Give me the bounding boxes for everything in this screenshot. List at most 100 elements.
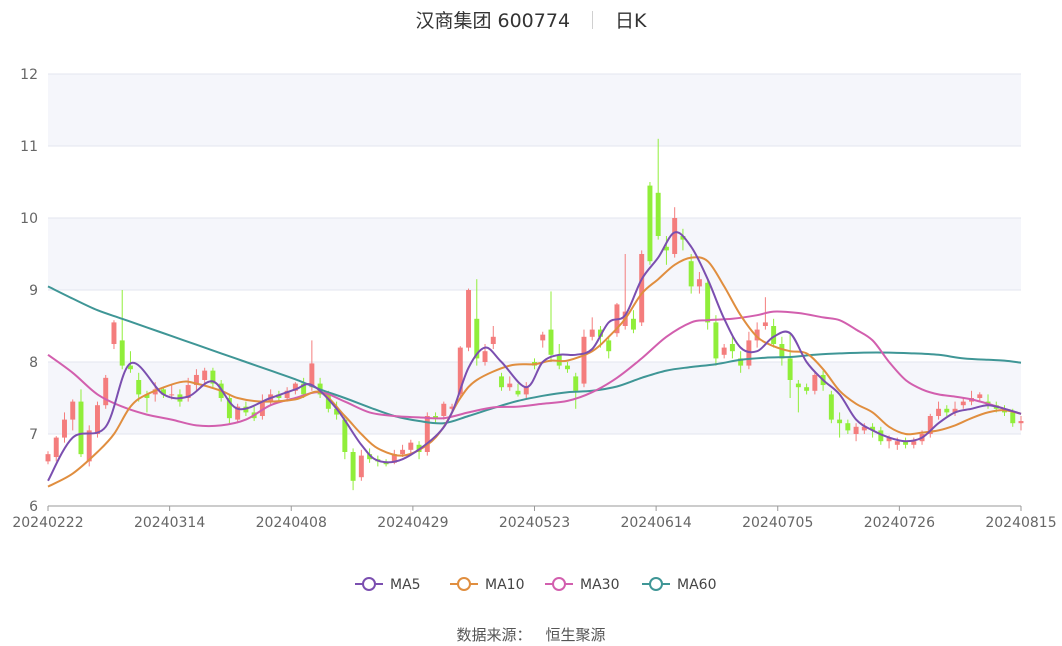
candle-body (960, 401, 966, 406)
candle-body (878, 430, 884, 442)
candle-body (540, 334, 546, 341)
candle-body (655, 192, 661, 236)
candle-body (903, 441, 909, 445)
grid-band (48, 218, 1021, 290)
candle-body (400, 449, 406, 455)
candle-body (119, 340, 125, 366)
legend-item-ma30[interactable]: MA30 (545, 577, 619, 593)
candle-body (235, 406, 241, 420)
candle-body (606, 340, 612, 352)
candle (853, 423, 859, 442)
candle (944, 405, 950, 416)
candle (53, 436, 59, 462)
candle (515, 383, 521, 397)
candle (292, 382, 298, 395)
candle-body (639, 254, 645, 323)
candle (466, 288, 472, 352)
candle-body (95, 405, 100, 434)
source-provider: 恒生聚源 (545, 626, 606, 644)
candle (408, 439, 414, 455)
candle (111, 320, 117, 350)
legend-item-ma10[interactable]: MA10 (450, 577, 524, 593)
legend-item-ma5[interactable]: MA5 (355, 577, 421, 593)
candle (936, 401, 942, 420)
x-tick-label: 20240222 (12, 515, 83, 531)
ma60-line (47, 285, 1022, 425)
candle-body (507, 383, 513, 388)
y-tick-label: 11 (20, 139, 38, 155)
candle-body (771, 326, 777, 344)
candle-body (325, 394, 331, 409)
candle (581, 329, 587, 388)
legend-marker-icon (362, 577, 376, 591)
candle-body (837, 419, 843, 424)
candle (565, 362, 570, 373)
candle (589, 317, 595, 341)
candle-body (1010, 412, 1016, 424)
candle (787, 333, 793, 398)
candle (911, 437, 917, 449)
candle (779, 336, 785, 366)
candle-body (284, 390, 290, 398)
candle-body (53, 437, 59, 458)
candle (927, 413, 933, 438)
candle-body (705, 282, 711, 323)
candle-body (160, 389, 166, 395)
candle-body (688, 261, 694, 287)
candle-body (581, 336, 587, 384)
y-tick-label: 9 (29, 283, 38, 299)
candle (78, 389, 84, 458)
candle-body (936, 408, 942, 416)
candle-body (663, 246, 669, 251)
candle (507, 376, 513, 391)
candle-body (490, 336, 496, 344)
candle (754, 322, 760, 348)
candle-body (870, 426, 876, 431)
data-source: 数据来源： 恒生聚源 (0, 624, 1062, 645)
candle-body (367, 454, 373, 460)
legend-label: MA10 (485, 577, 524, 593)
candle (837, 412, 843, 438)
candle-body (721, 347, 727, 355)
candle-body (597, 329, 603, 337)
x-tick-label: 20240523 (499, 515, 570, 531)
candle-body (210, 370, 216, 384)
candle-body (787, 358, 793, 380)
candle (771, 318, 777, 348)
candle (490, 326, 496, 350)
candle-body (391, 454, 397, 463)
period-label[interactable]: 日K (615, 10, 647, 32)
candle (499, 372, 504, 391)
x-tick-label: 20240705 (742, 515, 813, 531)
candle (119, 290, 125, 370)
candle (721, 344, 727, 359)
candle (193, 369, 199, 391)
candle-body (292, 383, 298, 391)
candle (474, 279, 480, 366)
candle-body (185, 385, 191, 398)
candle (696, 272, 702, 294)
candle-body (894, 441, 900, 445)
candle-body (301, 383, 307, 395)
candle (903, 437, 909, 449)
candle (309, 340, 315, 391)
candle (160, 387, 166, 398)
candle-body (45, 454, 51, 462)
candle-body (812, 374, 818, 391)
candle-body (482, 351, 488, 362)
candle-body (457, 347, 463, 395)
candle-body (441, 403, 447, 416)
legend-item-ma60[interactable]: MA60 (642, 577, 716, 593)
candle (606, 336, 612, 359)
candle-body (86, 430, 92, 462)
candle (441, 401, 447, 420)
legend-label: MA30 (580, 577, 619, 593)
legend-label: MA5 (390, 577, 421, 593)
candle-body (515, 390, 521, 395)
candle (630, 310, 636, 334)
title-divider (592, 11, 594, 29)
candle (202, 367, 208, 384)
legend-label: MA60 (677, 577, 716, 593)
candle (103, 374, 109, 409)
